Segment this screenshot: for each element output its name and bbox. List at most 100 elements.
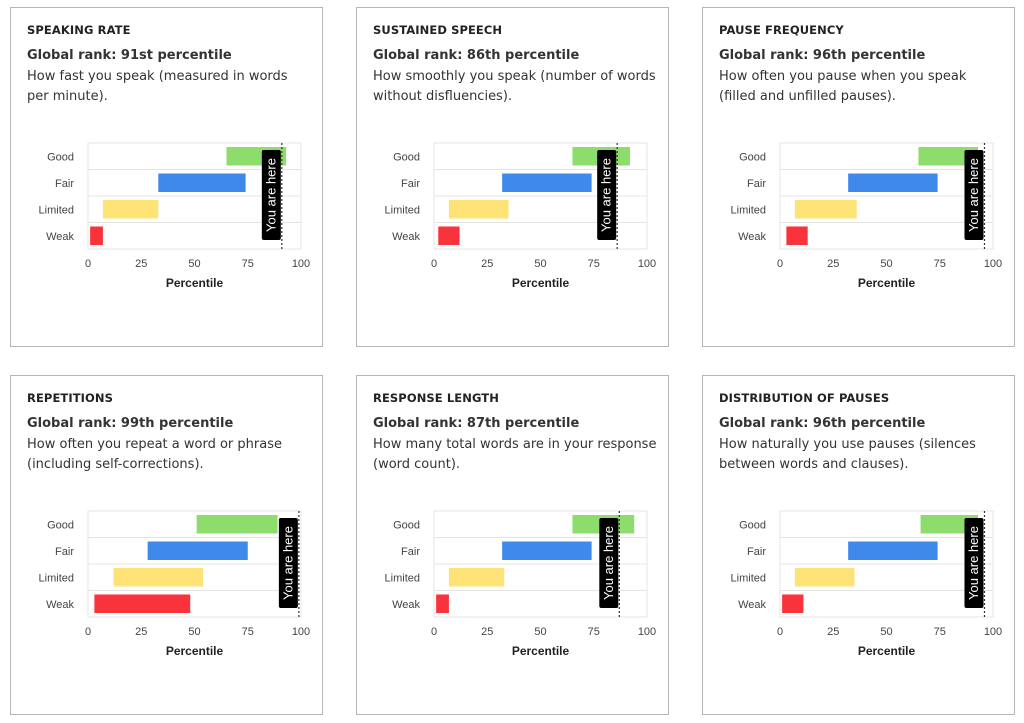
x-tick-label: 100 [984,626,1002,638]
category-label: Good [739,151,766,163]
bar-weak [782,594,804,613]
you-are-here-label: You are here [599,158,614,232]
x-tick-label: 0 [777,626,783,638]
card-title: SPEAKING RATE [27,23,131,37]
category-label: Fair [55,178,74,190]
category-label: Limited [731,204,766,216]
metric-card-repetitions: REPETITIONS Global rank: 99th percentile… [10,375,323,715]
bar-good [196,515,278,534]
category-label: Good [739,519,766,531]
x-axis-label: Percentile [858,644,916,658]
category-label: Limited [385,204,420,216]
x-tick-label: 25 [827,626,839,638]
x-tick-label: 100 [292,258,310,270]
x-tick-label: 25 [481,258,493,270]
category-label: Fair [401,546,420,558]
category-label: Limited [731,572,766,584]
percentile-chart: Good Fair Limited Weak 0 25 50 75 100 Percentile Y… [385,510,656,658]
global-rank: Global rank: 96th percentile [719,416,926,431]
x-tick-label: 75 [588,258,600,270]
x-tick-label: 50 [188,626,200,638]
x-tick-label: 75 [588,626,600,638]
card-title: SUSTAINED SPEECH [373,23,503,37]
you-are-here-box [261,150,281,240]
x-axis-label: Percentile [166,644,224,658]
category-label: Weak [46,231,74,243]
category-label: Weak [738,231,766,243]
card-title: RESPONSE LENGTH [373,391,499,405]
x-tick-label: 0 [431,258,437,270]
x-tick-label: 50 [534,626,546,638]
x-axis-label: Percentile [858,276,916,290]
bar-weak [438,226,460,245]
card-title: DISTRIBUTION OF PAUSES [719,391,890,405]
metric-card-pause-frequency: PAUSE FREQUENCY Global rank: 96th percen… [702,7,1015,347]
category-label: Weak [738,599,766,611]
you-are-here-box [599,518,619,608]
x-tick-label: 100 [638,626,656,638]
x-tick-label: 0 [85,626,91,638]
x-tick-label: 0 [85,258,91,270]
category-label: Weak [392,231,420,243]
global-rank: Global rank: 96th percentile [719,48,926,63]
you-are-here-box [278,518,298,608]
card-title: REPETITIONS [27,391,114,405]
card-description: How smoothly you speak (number of words … [373,69,656,104]
you-are-here-label: You are here [966,526,981,600]
category-label: Good [393,151,420,163]
percentile-chart: Good Fair Limited Weak 0 25 50 75 100 Percentile Y… [731,510,1002,658]
metric-card-response-length: RESPONSE LENGTH Global rank: 87th percen… [356,375,669,715]
x-tick-label: 75 [242,258,254,270]
global-rank: Global rank: 91st percentile [27,48,232,63]
category-label: Limited [385,572,420,584]
bar-limited [448,200,509,219]
bar-good [920,515,979,534]
x-tick-label: 100 [984,258,1002,270]
card-title: PAUSE FREQUENCY [719,23,844,37]
x-tick-label: 75 [934,626,946,638]
category-label: Limited [39,572,74,584]
bar-limited [113,568,204,587]
bar-weak [94,594,191,613]
category-label: Good [47,519,74,531]
x-tick-label: 25 [481,626,493,638]
x-tick-label: 100 [638,258,656,270]
bar-fair [502,541,592,560]
card-description: How naturally you use pauses (silences b… [719,437,976,472]
category-label: Fair [401,178,420,190]
you-are-here-box [964,150,984,240]
category-label: Fair [55,546,74,558]
category-label: Good [47,151,74,163]
x-tick-label: 75 [934,258,946,270]
x-tick-label: 50 [880,258,892,270]
x-tick-label: 0 [431,626,437,638]
category-label: Limited [39,204,74,216]
bar-weak [786,226,808,245]
x-tick-label: 75 [242,626,254,638]
card-description: How often you pause when you speak (fill… [719,69,967,104]
bar-good [918,147,979,166]
global-rank: Global rank: 86th percentile [373,48,580,63]
bar-weak [436,594,449,613]
category-label: Weak [46,599,74,611]
you-are-here-label: You are here [280,526,295,600]
category-label: Fair [747,546,766,558]
you-are-here-label: You are here [601,526,616,600]
bar-limited [102,200,159,219]
bar-fair [848,541,938,560]
category-label: Good [393,519,420,531]
x-tick-label: 0 [777,258,783,270]
you-are-here-label: You are here [966,158,981,232]
bar-fair [147,541,248,560]
metric-card-distribution-of-pauses: DISTRIBUTION OF PAUSES Global rank: 96th… [702,375,1015,715]
x-tick-label: 50 [188,258,200,270]
you-are-here-label: You are here [263,158,278,232]
card-description: How many total words are in your respons… [373,437,657,472]
x-tick-label: 50 [880,626,892,638]
x-tick-label: 25 [135,626,147,638]
bar-fair [158,173,246,192]
percentile-chart: Good Fair Limited Weak 0 25 50 75 100 Percentile Y… [731,142,1002,290]
category-label: Weak [392,599,420,611]
x-axis-label: Percentile [512,644,570,658]
bar-limited [794,200,857,219]
